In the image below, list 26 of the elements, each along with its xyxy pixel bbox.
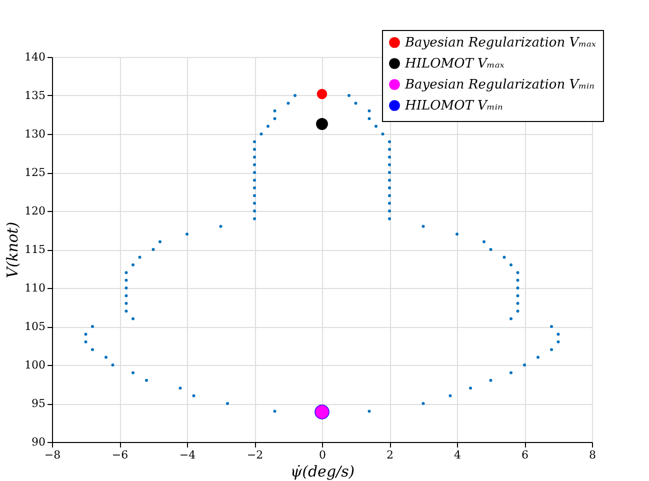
legend-label: HILOMOT Vₘₐₓ [404, 56, 505, 72]
y-tick-label: 95 [32, 397, 46, 410]
legend-label: HILOMOT Vₘᵢₙ [404, 98, 503, 114]
x-tick-label: 6 [522, 448, 528, 462]
y-tick-label: 100 [24, 358, 46, 372]
x-tick-label: 2 [386, 448, 394, 462]
y-tick-label: 125 [24, 166, 46, 179]
x-tick-label: 0 [319, 448, 326, 462]
x-axis-title: ψ̇(deg/s) [290, 462, 355, 480]
y-axis-title: V(knot) [4, 222, 22, 278]
y-tick-label: 120 [24, 204, 46, 218]
x-tick-label: −8 [44, 448, 61, 462]
y-tick-label: 135 [24, 89, 46, 102]
x-tick-label: 4 [454, 448, 461, 462]
y-tick-label: 90 [32, 436, 46, 448]
x-tick-label: −2 [246, 448, 264, 462]
y-tick-label: 105 [24, 320, 46, 333]
y-tick-label: 130 [24, 128, 46, 140]
x-tick-label: −6 [112, 448, 128, 462]
x-tick-label: −4 [179, 448, 196, 462]
y-tick-label: 140 [24, 50, 46, 64]
legend-label: Bayesian Regularization Vₘₐₓ [404, 36, 596, 50]
y-tick-label: 115 [24, 243, 46, 256]
y-tick-label: 110 [24, 282, 46, 294]
legend-label: Bayesian Regularization Vₘᵢₙ [404, 78, 594, 92]
x-tick-label: 8 [589, 448, 596, 462]
